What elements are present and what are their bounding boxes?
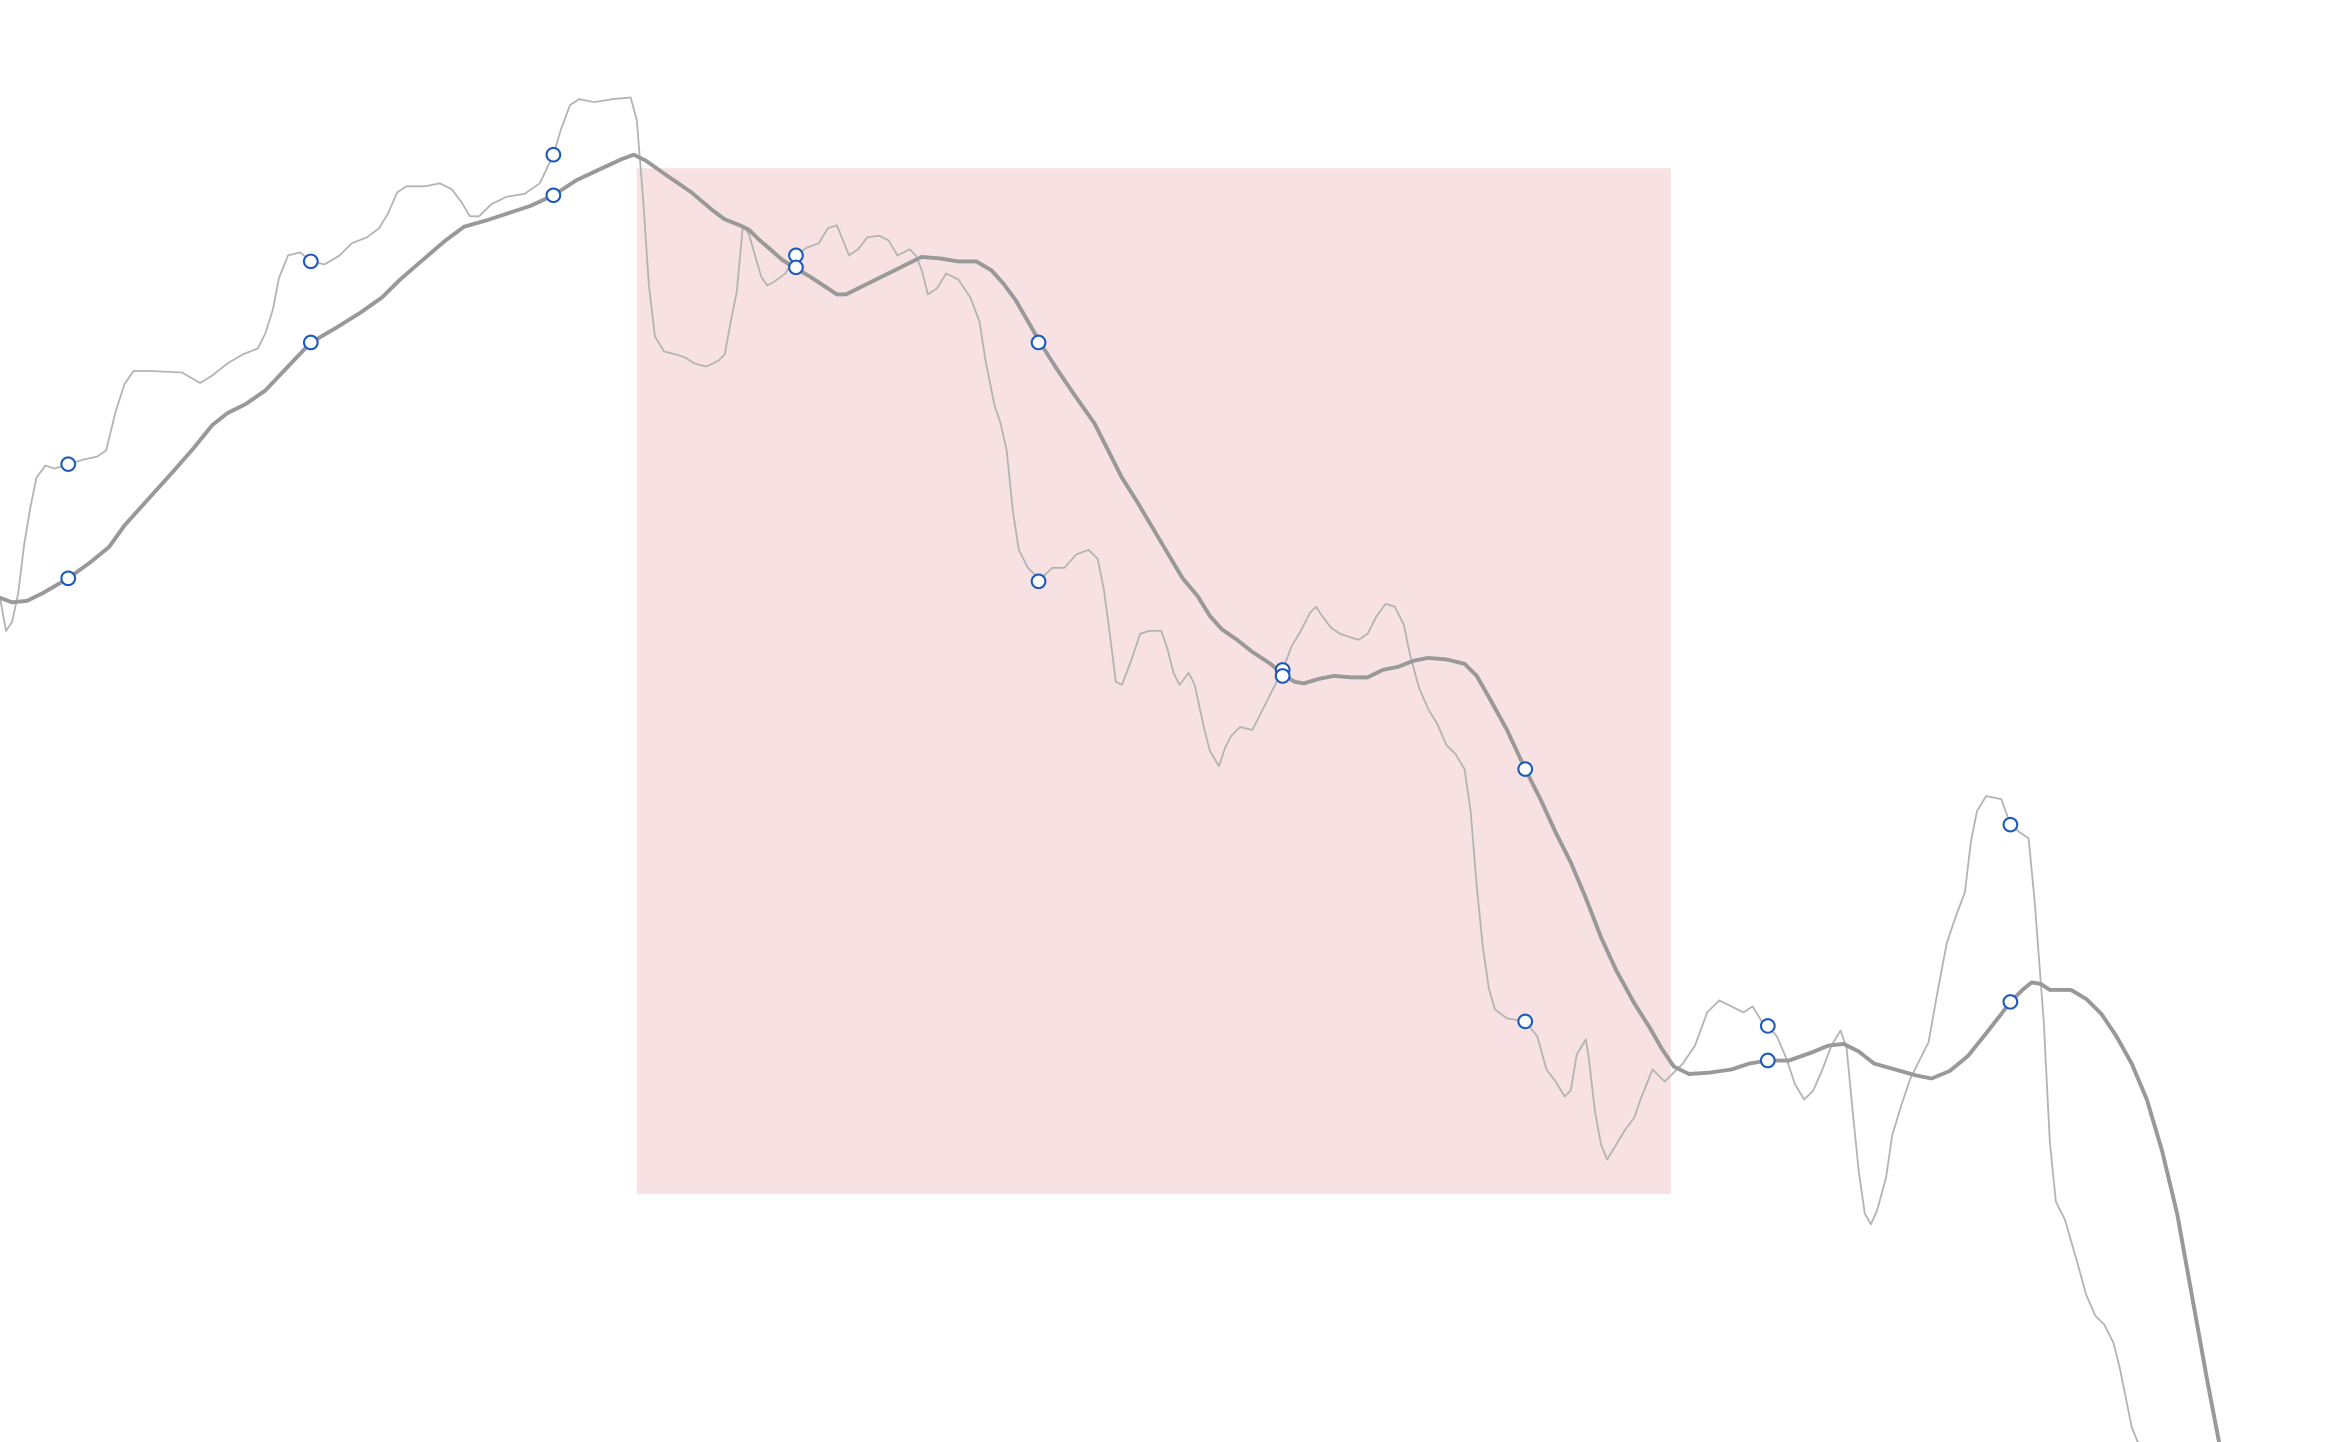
markers-layer <box>60 146 2019 1069</box>
data-point-marker-raw <box>302 253 319 270</box>
series-lines-layer <box>0 96 2222 1442</box>
data-point-marker-smoothed <box>1759 1052 1776 1069</box>
data-point-marker-raw <box>1030 573 1047 590</box>
data-point-marker-raw <box>1759 1018 1776 1034</box>
data-point-marker-raw <box>1517 1013 1534 1030</box>
data-point-marker-smoothed <box>1274 668 1291 684</box>
data-point-marker-raw <box>2002 816 2019 833</box>
highlight-region <box>636 168 1671 1195</box>
highlight-region-layer <box>636 168 1671 1195</box>
series-line-smoothed <box>0 152 2222 1442</box>
data-point-marker-smoothed <box>2002 994 2019 1010</box>
data-point-marker-raw <box>545 146 562 163</box>
data-point-marker-smoothed <box>1517 761 1534 777</box>
data-point-marker-smoothed <box>1030 334 1047 351</box>
data-point-marker-smoothed <box>788 259 804 276</box>
data-point-marker-smoothed <box>302 334 319 351</box>
data-point-marker-smoothed <box>60 570 77 587</box>
data-point-marker-raw <box>60 456 77 472</box>
data-point-marker-smoothed <box>545 187 562 204</box>
